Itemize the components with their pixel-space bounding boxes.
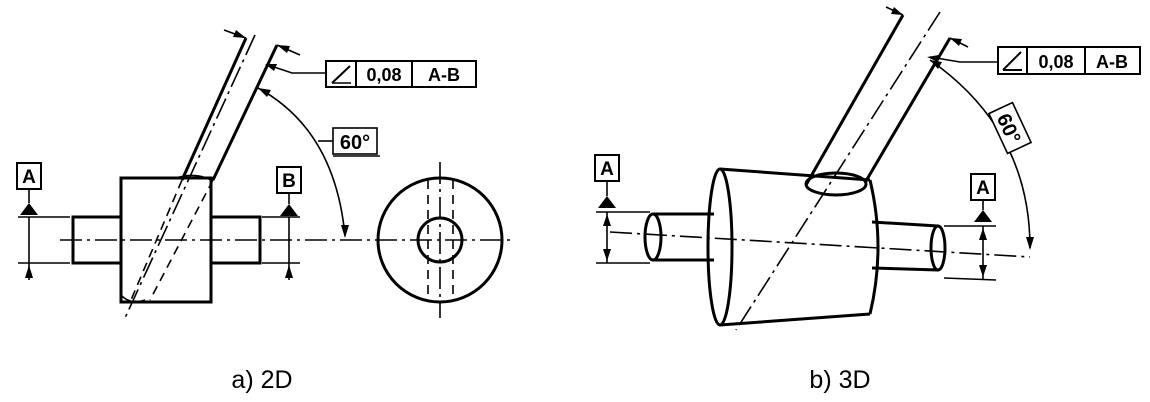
- tolerance-value-2d: 0,08: [366, 65, 401, 85]
- main-axis-3d: [609, 231, 1031, 258]
- tolerance-datum-2d: A-B: [428, 65, 460, 85]
- tolerance-frame-2d: 0,08 A-B: [325, 60, 477, 88]
- view-3d: 60° A A: [594, 6, 1034, 331]
- body-2d: [119, 176, 213, 304]
- caption-2d: a) 2D: [231, 366, 292, 394]
- view-2d: 60° A B: [16, 29, 515, 319]
- body-3d-left-face: [706, 167, 734, 327]
- angle-label-2d: 60°: [340, 132, 370, 154]
- tolerance-value-3d: 0,08: [1038, 52, 1073, 72]
- break-line-top: [175, 174, 212, 181]
- datum-a-box-3d-left: [594, 154, 620, 182]
- leader-3d: [929, 56, 998, 63]
- datum-a-triangle-2d: [20, 203, 38, 215]
- hole-axis-2d: [124, 34, 256, 319]
- leader-2d: [267, 64, 325, 74]
- left-shaft-3d: [653, 212, 714, 262]
- datum-b-box-2d: [276, 166, 302, 194]
- angle-arc-2d: [257, 87, 346, 237]
- datum-a-box-2d: [16, 162, 42, 190]
- tolerance-datum-3d: A-B: [1096, 52, 1128, 72]
- datum-a-label-2d: A: [22, 167, 36, 188]
- break-line-bottom: [120, 294, 146, 303]
- angularity-icon: [331, 65, 351, 84]
- right-shaft-3d: [871, 220, 939, 272]
- hole-edge-right: [211, 44, 279, 181]
- datum-a-label-3d-left: A: [600, 159, 614, 180]
- hole-edge-left-3d: [804, 14, 905, 186]
- datum-a-label-3d-right: A: [976, 178, 990, 199]
- angularity-icon: [1002, 51, 1022, 71]
- caption-3d: b) 3D: [809, 366, 870, 394]
- datum-b-triangle-2d: [280, 204, 298, 216]
- hole-hidden-left: [130, 179, 183, 301]
- datum-b-label-2d: B: [282, 171, 296, 192]
- body-3d-silhouette: [719, 167, 871, 327]
- tolerance-frame-3d: 0,08 A-B: [997, 46, 1141, 75]
- datum-a-box-3d-right: [970, 173, 996, 201]
- hole-axis-3d: [735, 11, 941, 331]
- hole-edge-left: [180, 37, 248, 181]
